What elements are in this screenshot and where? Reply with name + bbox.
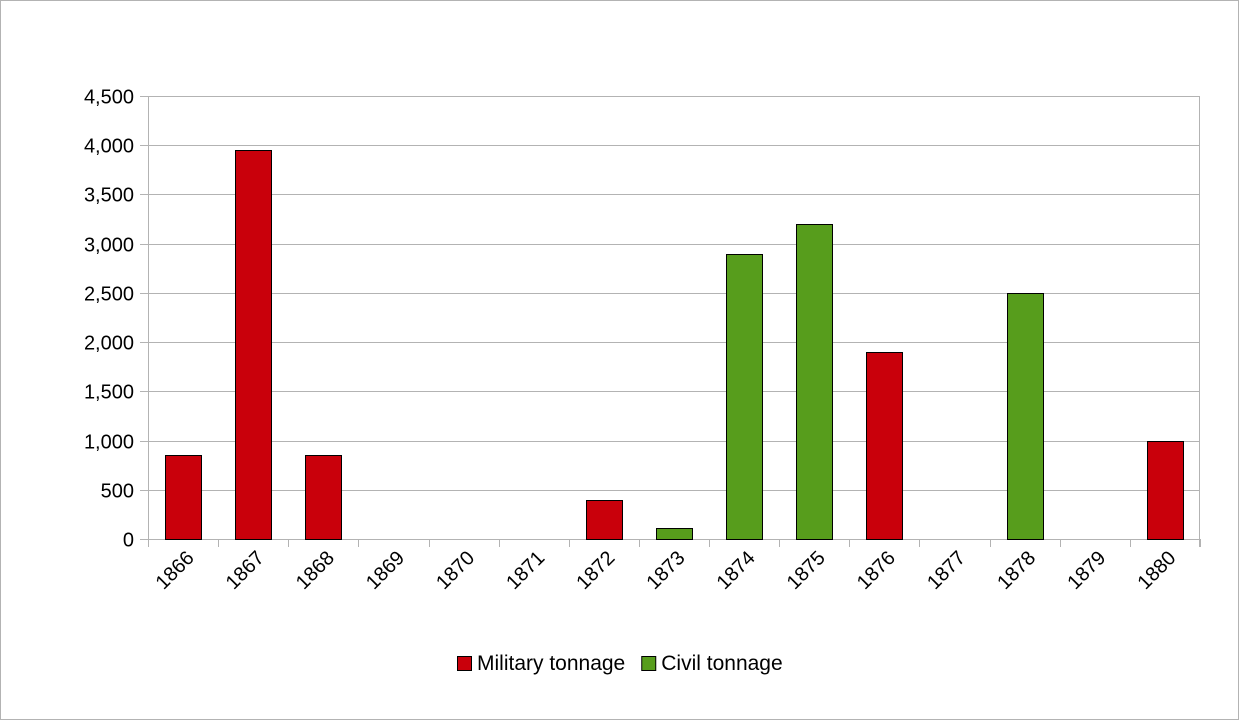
y-tick-label: 1,000 <box>84 432 134 454</box>
legend-item: Military tonnage <box>457 652 625 675</box>
y-tick-label: 500 <box>101 481 134 503</box>
bar <box>165 455 202 540</box>
x-tick-label: 1876 <box>853 547 900 594</box>
bar <box>586 500 623 540</box>
y-tick-label: 4,000 <box>84 136 134 158</box>
x-tick-label: 1878 <box>993 547 1040 594</box>
x-tick-labels: 1866 1867 1868 1869 1870 1871 1872 1873 1874 1875… <box>152 547 1181 594</box>
x-tick-label: 1868 <box>292 547 339 594</box>
bar <box>235 150 272 540</box>
x-tick-label: 1869 <box>362 547 409 594</box>
bar <box>1007 293 1044 540</box>
legend: Military tonnage Civil tonnage <box>457 652 783 675</box>
x-tick-label: 1871 <box>502 547 549 594</box>
legend-item: Civil tonnage <box>641 652 783 675</box>
x-tick-label: 1867 <box>222 547 269 594</box>
y-tick-label: 2,000 <box>84 333 134 355</box>
x-tick-label: 1880 <box>1133 547 1180 594</box>
bar <box>726 254 763 540</box>
y-tick-label: 1,500 <box>84 382 134 404</box>
y-tick-label: 3,500 <box>84 185 134 207</box>
y-tick-label: 0 <box>123 530 134 552</box>
bar <box>1147 441 1184 540</box>
x-tick-label: 1872 <box>572 547 619 594</box>
y-tick-labels: 0 500 1,000 1,500 2,000 2,500 3,000 3,500 4,000 4… <box>84 87 134 552</box>
y-tick-label: 3,000 <box>84 235 134 257</box>
bar <box>866 352 903 540</box>
bar <box>656 528 693 540</box>
x-tick-label: 1877 <box>923 547 970 594</box>
bar <box>796 224 833 540</box>
x-tick-label: 1875 <box>783 547 830 594</box>
x-tick-label: 1866 <box>152 547 199 594</box>
x-tick-label: 1873 <box>643 547 690 594</box>
bar <box>305 455 342 540</box>
x-tick-label: 1879 <box>1063 547 1110 594</box>
legend-label: Military tonnage <box>477 652 625 675</box>
legend-swatch <box>457 656 472 671</box>
x-tick-label: 1874 <box>713 547 760 594</box>
bars <box>165 150 1184 540</box>
x-tick-label: 1870 <box>432 547 479 594</box>
y-tick-label: 4,500 <box>84 87 134 109</box>
y-tick-label: 2,500 <box>84 284 134 306</box>
legend-swatch <box>641 656 657 671</box>
legend-label: Civil tonnage <box>661 652 782 675</box>
